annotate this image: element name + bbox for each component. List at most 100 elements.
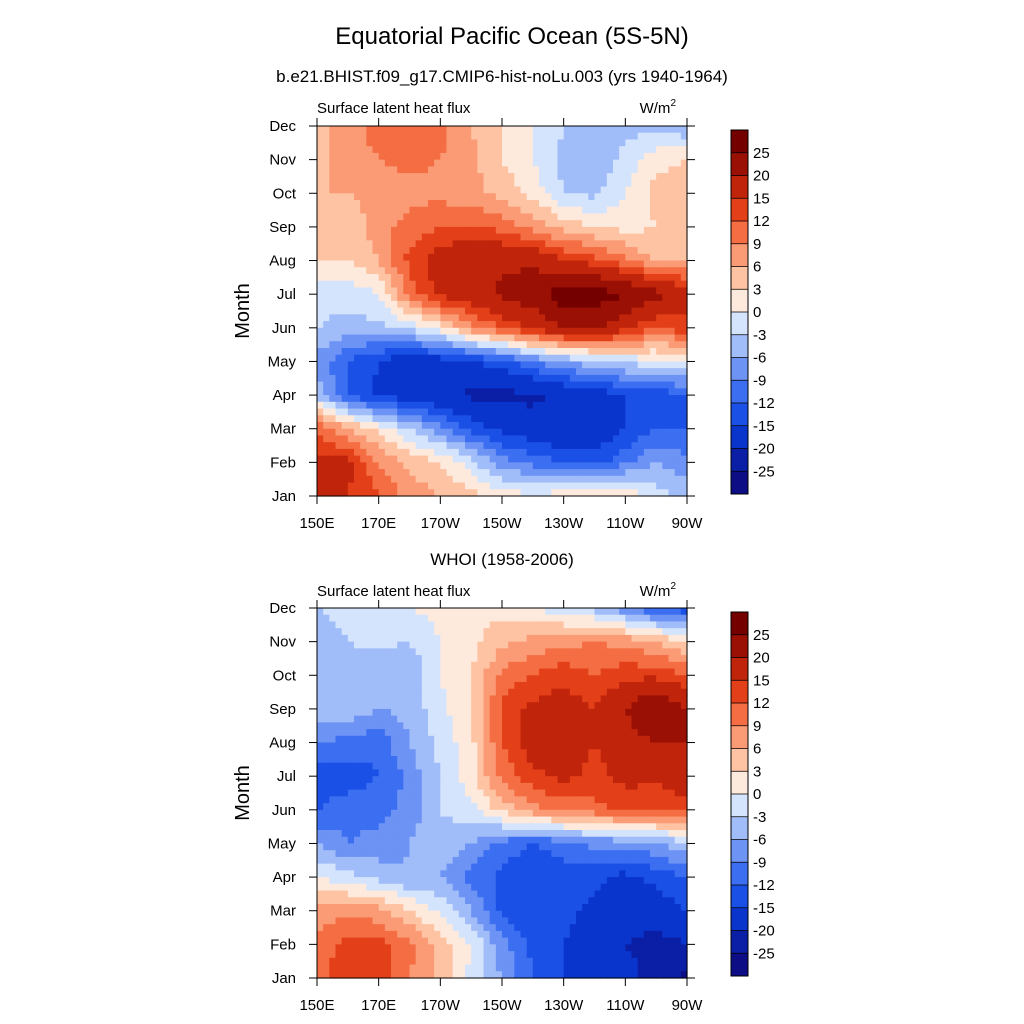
heatmap-cell <box>668 280 676 289</box>
heatmap-cell <box>582 139 589 147</box>
heatmap-cell <box>526 702 534 710</box>
heatmap-cell <box>403 682 411 690</box>
heatmap-cell <box>366 314 374 322</box>
heatmap-cell <box>354 307 361 315</box>
heatmap-cell <box>502 314 509 322</box>
heatmap-cell <box>384 354 392 363</box>
heatmap-cell <box>674 368 682 376</box>
heatmap-cell <box>458 462 466 470</box>
heatmap-cell <box>421 287 429 295</box>
heatmap-cell <box>532 152 540 161</box>
heatmap-cell <box>625 374 633 383</box>
heatmap-cell <box>360 675 367 683</box>
heatmap-cell <box>557 193 565 201</box>
heatmap-cell <box>458 722 466 730</box>
heatmap-cell <box>366 648 374 656</box>
figure-title: Equatorial Pacific Ocean (5S-5N) <box>335 23 688 50</box>
heatmap-cell <box>323 287 330 295</box>
heatmap-cell <box>446 253 454 262</box>
heatmap-cell <box>631 749 639 757</box>
heatmap-cell <box>360 186 367 194</box>
heatmap-cell <box>415 742 423 750</box>
heatmap-cell <box>631 159 639 167</box>
heatmap-cell <box>526 294 534 302</box>
heatmap-cell <box>680 274 688 282</box>
heatmap-cell <box>489 213 497 221</box>
heatmap-cell <box>403 756 411 764</box>
heatmap-cell <box>600 608 608 616</box>
heatmap-cell <box>532 614 540 623</box>
heatmap-cell <box>508 688 515 697</box>
colorbar-label: -25 <box>753 463 775 480</box>
heatmap-cell <box>674 462 682 470</box>
heatmap-cell <box>551 388 559 396</box>
heatmap-cell <box>452 139 460 147</box>
heatmap-cell <box>606 274 614 282</box>
heatmap-cell <box>637 300 645 309</box>
heatmap-cell <box>600 435 608 443</box>
heatmap-cell <box>428 152 435 161</box>
heatmap-cell <box>502 186 509 194</box>
heatmap-cell <box>674 475 682 484</box>
heatmap-cell <box>520 193 528 201</box>
heatmap-cell <box>674 655 682 663</box>
heatmap-cell <box>656 287 663 295</box>
heatmap-cell <box>526 307 534 315</box>
heatmap-cell <box>508 341 515 349</box>
heatmap-cell <box>637 455 645 463</box>
heatmap-cell <box>557 482 565 490</box>
heatmap-cell <box>576 361 583 369</box>
heatmap-cell <box>662 287 670 295</box>
heatmap-cell <box>391 729 398 737</box>
heatmap-cell <box>446 776 454 784</box>
heatmap-cell <box>606 200 614 208</box>
heatmap-cell <box>637 756 645 764</box>
heatmap-cell <box>409 742 417 750</box>
heatmap-cell <box>514 634 522 643</box>
heatmap-cell <box>502 448 509 457</box>
heatmap-cell <box>452 321 460 329</box>
heatmap-cell <box>680 152 688 161</box>
heatmap-cell <box>440 435 448 443</box>
heatmap-cell <box>347 267 355 275</box>
heatmap-cell <box>378 126 386 134</box>
heatmap-cell <box>428 253 435 262</box>
heatmap-cell <box>477 253 485 262</box>
heatmap-cell <box>625 675 633 683</box>
heatmap-cell <box>329 334 337 342</box>
heatmap-cell <box>409 374 417 383</box>
heatmap-cell <box>341 274 349 282</box>
heatmap-cell <box>502 233 509 241</box>
heatmap-cell <box>569 166 577 174</box>
heatmap-cell <box>317 769 324 777</box>
heatmap-cell <box>329 628 337 636</box>
heatmap-cell <box>662 621 670 629</box>
heatmap-cell <box>471 395 478 403</box>
heatmap-cell <box>483 361 491 369</box>
heatmap-cell <box>563 173 571 181</box>
colorbar-label: 0 <box>753 304 761 321</box>
heatmap-cell <box>514 206 522 215</box>
heatmap-cell <box>576 287 583 295</box>
heatmap-cell <box>335 661 343 670</box>
heatmap-cell <box>409 608 417 616</box>
heatmap-cell <box>643 294 651 302</box>
heatmap-cell <box>409 341 417 349</box>
heatmap-cell <box>415 675 423 683</box>
heatmap-cell <box>341 240 349 248</box>
heatmap-cell <box>613 756 620 764</box>
heatmap-cell <box>335 374 343 383</box>
heatmap-cell <box>409 354 417 363</box>
heatmap-cell <box>483 247 491 255</box>
heatmap-cell <box>391 688 398 697</box>
heatmap-cell <box>656 274 663 282</box>
heatmap-cell <box>637 152 645 161</box>
heatmap-cell <box>495 641 503 649</box>
heatmap-cell <box>563 729 571 737</box>
heatmap-cell <box>477 287 485 295</box>
heatmap-cell <box>403 628 411 636</box>
heatmap-cell <box>526 462 534 470</box>
heatmap-cell <box>514 756 522 764</box>
heatmap-cell <box>631 253 639 262</box>
heatmap-cell <box>594 729 602 737</box>
